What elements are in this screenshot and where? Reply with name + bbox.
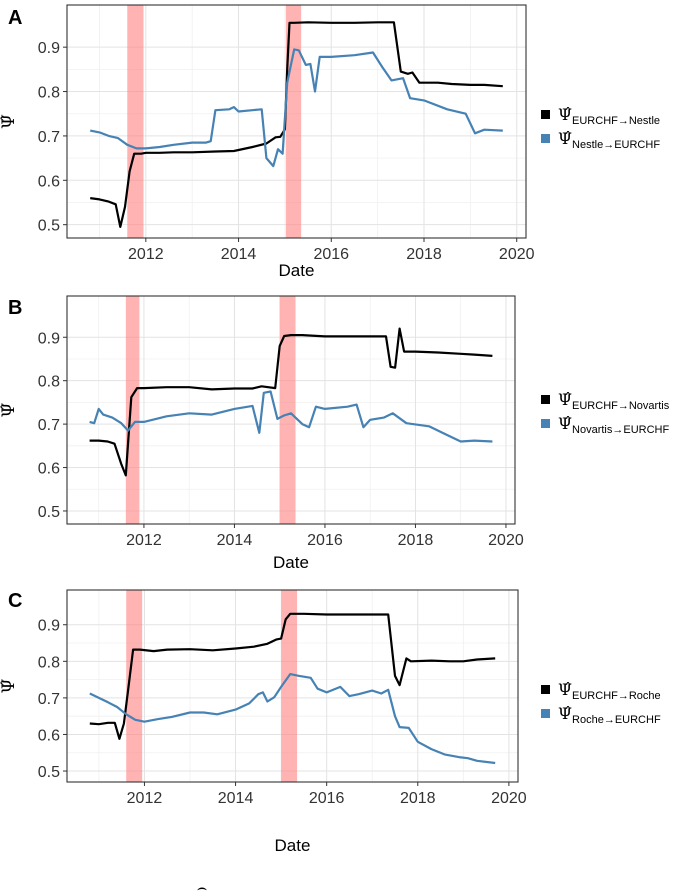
y-tick-label: 0.6 [38, 173, 60, 190]
x-tick-label: 2016 [307, 532, 343, 549]
y-tick-label: 0.7 [38, 691, 60, 708]
y-tick-label: 0.9 [38, 330, 60, 347]
shaded-period [279, 296, 296, 524]
y-tick-label: 0.8 [38, 654, 60, 671]
y-tick-label: 0.8 [38, 85, 60, 102]
legend-key [541, 685, 550, 694]
panel-letter: C [8, 590, 22, 612]
x-tick-label: 2014 [218, 790, 254, 807]
x-tick-label: 2012 [127, 790, 163, 807]
legend-key [541, 395, 550, 404]
legend-label: Ψ̂Novartis→EURCHF [558, 414, 669, 436]
caption-fragment: ⌢ [197, 878, 208, 896]
y-tick-label: 0.5 [38, 764, 60, 781]
x-tick-label: 2012 [128, 246, 164, 263]
legend-label: Ψ̂EURCHF→Roche [558, 680, 661, 702]
panel-b: B 0.5 0.6 0.7 0.8 0.9 2012 2014 2016 2018 2020 Date… [0, 295, 670, 572]
y-tick-label: 0.5 [38, 218, 60, 235]
series-line [89, 390, 493, 443]
legend-label: Ψ̂EURCHF→Novartis [558, 390, 670, 412]
series-line [90, 21, 503, 228]
x-tick-label: 2018 [406, 246, 442, 263]
y-tick-label: 0.5 [38, 504, 60, 521]
x-tick-label: 2018 [400, 790, 436, 807]
panel-a: A 0.5 0.6 0.7 0.8 0.9 2012 2014 2016 2018 2020 Date… [0, 4, 660, 280]
legend-label: Ψ̂Nestle→EURCHF [558, 129, 660, 151]
x-axis-label: Date [279, 261, 315, 280]
legend-key [541, 419, 550, 428]
series-line [89, 327, 493, 477]
x-tick-label: 2012 [126, 532, 162, 549]
x-tick-label: 2016 [309, 790, 345, 807]
y-axis-label: Ψ̂ [0, 678, 19, 693]
y-tick-label: 0.7 [38, 417, 60, 434]
shaded-period [126, 590, 143, 782]
x-tick-label: 2020 [499, 246, 535, 263]
legend-label: Ψ̂Roche→EURCHF [558, 704, 661, 726]
x-tick-label: 2014 [221, 246, 257, 263]
y-tick-label: 0.8 [38, 374, 60, 391]
series-line [89, 48, 503, 168]
shaded-period [125, 296, 140, 524]
y-tick-label: 0.7 [38, 129, 60, 146]
y-tick-label: 0.6 [38, 727, 60, 744]
series-line [89, 612, 496, 740]
y-axis-label: Ψ̂ [0, 114, 19, 129]
x-tick-label: 2016 [313, 246, 349, 263]
shaded-period [127, 5, 144, 238]
legend-key [541, 134, 550, 143]
y-tick-label: 0.9 [38, 40, 60, 57]
panel-c: C 0.5 0.6 0.7 0.8 0.9 2012 2014 2016 2018 2020 Date… [0, 589, 661, 855]
panel-letter: B [8, 297, 22, 319]
series-line [89, 672, 496, 765]
x-tick-label: 2020 [488, 532, 524, 549]
plot-border [66, 589, 519, 783]
panel-letter: A [8, 7, 22, 29]
x-tick-label: 2018 [398, 532, 434, 549]
shaded-period [285, 5, 302, 238]
x-axis-label: Date [273, 553, 309, 572]
y-tick-label: 0.9 [38, 618, 60, 635]
x-tick-label: 2020 [491, 790, 527, 807]
shaded-period [281, 590, 298, 782]
legend-key [541, 709, 550, 718]
y-axis-label: Ψ̂ [0, 402, 19, 417]
x-axis-label: Date [275, 836, 311, 855]
plot-border [66, 4, 527, 239]
legend-key [541, 110, 550, 119]
plot-border [66, 295, 516, 525]
legend-label: Ψ̂EURCHF→Nestle [558, 105, 660, 127]
y-tick-label: 0.6 [38, 461, 60, 478]
x-tick-label: 2014 [217, 532, 253, 549]
